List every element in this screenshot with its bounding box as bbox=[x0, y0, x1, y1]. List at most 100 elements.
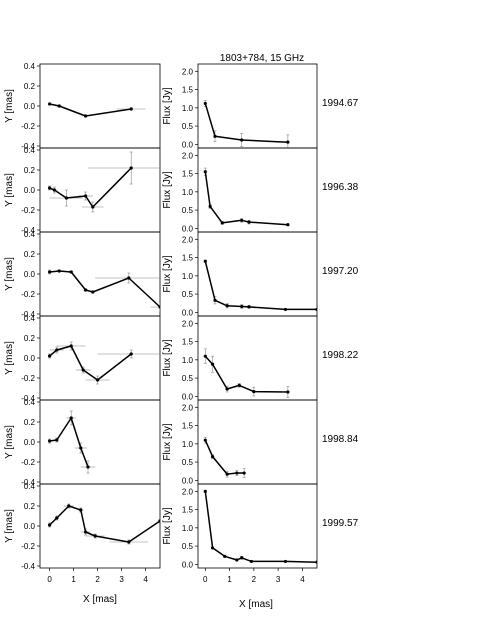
flux-y-tick-label: 0.5 bbox=[182, 458, 194, 467]
flux-y-axis-label: Flux [Jy] bbox=[162, 255, 173, 292]
position-line bbox=[49, 103, 132, 117]
position-data-point bbox=[84, 530, 88, 534]
position-y-axis-label: Y [mas] bbox=[4, 341, 15, 375]
flux-data-point bbox=[203, 170, 207, 174]
epoch-label: 1997.20 bbox=[322, 266, 359, 277]
flux-panel-frame bbox=[197, 483, 318, 569]
flux-y-tick-label: 0.5 bbox=[182, 542, 194, 551]
position-data-point bbox=[84, 194, 88, 198]
flux-x-tick-label: 3 bbox=[276, 575, 281, 584]
flux-data-point bbox=[203, 101, 207, 106]
position-series bbox=[48, 341, 160, 385]
flux-series bbox=[203, 348, 290, 398]
flux-line bbox=[204, 355, 288, 393]
flux-data-point bbox=[203, 354, 207, 358]
position-y-tick-label: -0.4 bbox=[21, 226, 35, 235]
flux-y-tick-label: 0.5 bbox=[182, 206, 194, 215]
flux-data-point bbox=[240, 556, 244, 560]
position-y-tick-label: -0.4 bbox=[21, 478, 35, 487]
position-series bbox=[48, 269, 160, 313]
flux-data-point bbox=[203, 259, 207, 263]
flux-x-axis-label: X [mas] bbox=[239, 599, 273, 610]
flux-x-tick-label: 4 bbox=[300, 575, 305, 584]
flux-y-tick-label: 0.0 bbox=[182, 392, 194, 401]
position-x-axis-label: X [mas] bbox=[83, 594, 117, 605]
position-y-tick-label: -0.2 bbox=[21, 206, 35, 215]
position-data-point bbox=[91, 290, 95, 294]
position-y-tick-label: 0.0 bbox=[24, 522, 36, 531]
flux-data-point bbox=[203, 438, 207, 442]
flux-series bbox=[203, 167, 290, 227]
position-y-tick-label: 0.4 bbox=[24, 314, 36, 323]
position-y-tick-label: -0.4 bbox=[21, 310, 35, 319]
flux-data-point bbox=[240, 304, 244, 309]
position-y-tick-label: 0.4 bbox=[24, 146, 36, 155]
epoch-label: 1996.38 bbox=[322, 182, 359, 193]
flux-series bbox=[203, 259, 317, 312]
flux-data-point bbox=[210, 362, 215, 366]
flux-y-tick-label: 0.0 bbox=[182, 224, 194, 233]
flux-data-point bbox=[235, 558, 239, 562]
position-data-point bbox=[48, 354, 52, 358]
epoch-label: 1998.84 bbox=[322, 434, 359, 445]
flux-y-tick-label: 0.0 bbox=[182, 476, 194, 485]
position-series bbox=[48, 503, 160, 545]
flux-data-point bbox=[247, 305, 251, 309]
flux-data-point bbox=[210, 455, 215, 459]
position-x-tick-label: 1 bbox=[71, 575, 76, 584]
position-y-tick-label: 0.0 bbox=[24, 186, 36, 195]
flux-y-tick-label: 0.0 bbox=[182, 560, 194, 569]
flux-y-axis-label: Flux [Jy] bbox=[162, 507, 173, 544]
flux-data-point bbox=[235, 471, 239, 475]
position-y-tick-label: 0.4 bbox=[24, 230, 36, 239]
flux-series bbox=[203, 100, 290, 148]
position-data-point bbox=[129, 352, 133, 356]
flux-y-tick-label: 0.5 bbox=[182, 122, 194, 131]
position-data-point bbox=[57, 269, 61, 273]
flux-series bbox=[203, 489, 317, 564]
position-y-tick-label: 0.2 bbox=[24, 250, 36, 259]
flux-data-point bbox=[220, 221, 224, 225]
position-y-tick-label: -0.2 bbox=[21, 122, 35, 131]
position-data-point bbox=[129, 107, 133, 111]
flux-data-point bbox=[286, 140, 290, 144]
position-data-point bbox=[55, 438, 59, 442]
flux-data-point bbox=[315, 560, 317, 564]
flux-line bbox=[204, 171, 288, 226]
panel-grid: -0.4 -0.2 0.0 0.2 0.4 Y [mas] 0.0 0.5 1.0 1.5 2.0 F… bbox=[4, 62, 359, 584]
epoch-label: 1999.57 bbox=[322, 518, 359, 529]
position-y-axis-label: Y [mas] bbox=[4, 425, 15, 459]
flux-panel-frame bbox=[197, 399, 318, 485]
flux-y-tick-label: 2.0 bbox=[182, 151, 194, 160]
position-y-tick-label: 0.0 bbox=[24, 102, 36, 111]
flux-y-tick-label: 0.0 bbox=[182, 308, 194, 317]
flux-y-tick-label: 1.5 bbox=[182, 86, 194, 95]
position-y-tick-label: 0.4 bbox=[24, 482, 36, 491]
position-data-point bbox=[52, 188, 57, 192]
position-series bbox=[48, 410, 96, 474]
position-y-tick-label: -0.2 bbox=[21, 458, 35, 467]
flux-y-tick-label: 1.5 bbox=[182, 254, 194, 263]
flux-data-point bbox=[286, 390, 290, 394]
flux-data-point bbox=[213, 298, 217, 302]
flux-y-tick-label: 1.0 bbox=[182, 440, 194, 449]
flux-data-point bbox=[225, 387, 229, 391]
position-y-tick-label: -0.4 bbox=[21, 142, 35, 151]
position-data-point bbox=[48, 270, 52, 274]
position-y-axis-label: Y [mas] bbox=[4, 89, 15, 123]
position-data-point bbox=[91, 205, 95, 209]
position-y-tick-label: 0.4 bbox=[24, 398, 36, 407]
flux-data-point bbox=[210, 546, 215, 550]
flux-y-tick-label: 1.5 bbox=[182, 422, 194, 431]
position-y-tick-label: -0.2 bbox=[21, 542, 35, 551]
flux-x-tick-label: 1 bbox=[227, 575, 232, 584]
position-y-tick-label: 0.4 bbox=[24, 62, 36, 71]
flux-y-axis-label: Flux [Jy] bbox=[162, 171, 173, 208]
position-data-point bbox=[69, 416, 73, 420]
flux-y-tick-label: 1.5 bbox=[182, 338, 194, 347]
position-data-point bbox=[127, 540, 131, 544]
flux-data-point bbox=[223, 554, 227, 558]
flux-data-point bbox=[208, 204, 212, 209]
position-series bbox=[48, 102, 146, 118]
